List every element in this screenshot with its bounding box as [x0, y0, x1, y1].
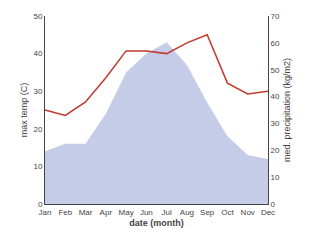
svg-text:Aug: Aug [180, 208, 194, 217]
svg-text:0: 0 [38, 200, 43, 209]
svg-text:Mar: Mar [79, 208, 93, 217]
svg-text:Oct: Oct [221, 208, 234, 217]
svg-text:30: 30 [33, 87, 42, 96]
svg-text:40: 40 [33, 49, 42, 58]
svg-text:max temp (C): max temp (C) [19, 83, 29, 138]
svg-text:10: 10 [271, 173, 280, 182]
svg-text:20: 20 [33, 125, 42, 134]
svg-text:Feb: Feb [58, 208, 72, 217]
svg-text:60: 60 [271, 39, 280, 48]
svg-text:Apr: Apr [100, 208, 113, 217]
svg-text:med. precipitation (kg/m2): med. precipitation (kg/m2) [282, 58, 292, 162]
svg-text:Jan: Jan [39, 208, 52, 217]
svg-text:Nov: Nov [241, 208, 255, 217]
svg-text:70: 70 [271, 12, 280, 21]
svg-text:0: 0 [271, 200, 276, 209]
svg-text:50: 50 [271, 66, 280, 75]
svg-text:Dec: Dec [261, 208, 275, 217]
svg-text:20: 20 [271, 146, 280, 155]
svg-text:30: 30 [271, 119, 280, 128]
svg-text:Jul: Jul [162, 208, 172, 217]
svg-text:Jun: Jun [140, 208, 153, 217]
svg-text:May: May [119, 208, 134, 217]
svg-text:10: 10 [33, 162, 42, 171]
svg-text:50: 50 [33, 12, 42, 21]
svg-text:Sep: Sep [200, 208, 215, 217]
svg-text:40: 40 [271, 92, 280, 101]
svg-text:date (month): date (month) [129, 218, 184, 228]
